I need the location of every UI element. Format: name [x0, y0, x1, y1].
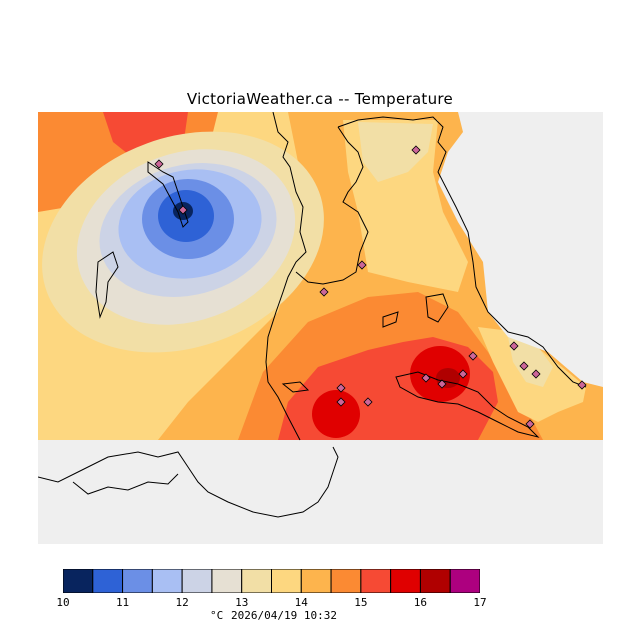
legend-swatch	[419, 568, 451, 594]
island-south-a	[281, 381, 310, 393]
legend-swatch	[449, 568, 481, 594]
station-markers[interactable]	[154, 145, 587, 429]
coast-lower-inner	[72, 473, 179, 495]
legend-tick-label: 14	[294, 596, 308, 609]
legend-swatch	[92, 568, 124, 594]
legend-tick-label: 17	[473, 596, 487, 609]
legend-tick-label: 13	[235, 596, 249, 609]
legend-swatch	[300, 568, 332, 594]
coast-lower-mainland	[38, 446, 339, 518]
station-marker[interactable]	[357, 260, 367, 270]
legend-swatch	[122, 568, 153, 594]
legend-swatch	[211, 568, 243, 594]
legend-tick-label: 15	[354, 596, 368, 609]
legend-tick-label: 11	[115, 596, 130, 609]
map-canvas[interactable]	[38, 112, 603, 544]
legend-tick-label: 10	[56, 596, 70, 609]
island-west	[95, 251, 119, 319]
station-marker[interactable]	[509, 341, 519, 351]
legend-swatch	[241, 568, 273, 594]
legend-swatch	[271, 568, 302, 594]
page-title: VictoriaWeather.ca -- Temperature	[186, 90, 454, 108]
station-marker[interactable]	[178, 205, 188, 215]
coast-west-shore	[265, 112, 307, 441]
legend-tick-label: 16	[413, 596, 428, 609]
color-legend	[62, 568, 481, 594]
band-13-135-north	[358, 122, 433, 182]
band-13-135-east	[508, 337, 553, 387]
band-155-16-a	[312, 390, 360, 438]
station-marker[interactable]	[319, 287, 329, 297]
mask-east	[438, 112, 603, 387]
legend-unit: °C	[210, 609, 224, 622]
legend-swatch	[360, 568, 392, 594]
coastlines	[38, 112, 587, 518]
legend-swatch	[330, 568, 362, 594]
station-marker[interactable]	[154, 159, 164, 169]
station-marker[interactable]	[458, 369, 468, 379]
legend-swatch	[181, 568, 213, 594]
island-south-b	[382, 311, 399, 328]
legend-ticks: 10 11 12 13 14 15 16 17	[56, 596, 486, 610]
station-marker[interactable]	[519, 361, 529, 371]
station-marker[interactable]	[468, 351, 478, 361]
station-marker[interactable]	[363, 397, 373, 407]
temperature-field	[38, 112, 603, 440]
coast-peninsula-north	[147, 161, 189, 228]
station-marker[interactable]	[336, 383, 346, 393]
island-south-c	[425, 293, 449, 323]
legend-swatch	[62, 568, 94, 594]
coast-south-peninsula	[395, 371, 540, 438]
coast-inlet	[295, 126, 369, 285]
station-marker[interactable]	[525, 419, 535, 429]
legend-swatch	[390, 568, 421, 594]
station-marker[interactable]	[421, 373, 431, 383]
temperature-map[interactable]	[38, 112, 603, 544]
legend-timestamp: 2026/04/19 10:32	[231, 609, 337, 622]
legend-swatch	[151, 568, 183, 594]
station-marker[interactable]	[531, 369, 541, 379]
legend-swatches	[62, 568, 481, 594]
legend-tick-label: 12	[175, 596, 189, 609]
station-marker[interactable]	[437, 379, 447, 389]
station-marker[interactable]	[336, 397, 346, 407]
coast-east-shore	[337, 116, 587, 388]
station-marker[interactable]	[577, 380, 587, 390]
station-marker[interactable]	[411, 145, 421, 155]
